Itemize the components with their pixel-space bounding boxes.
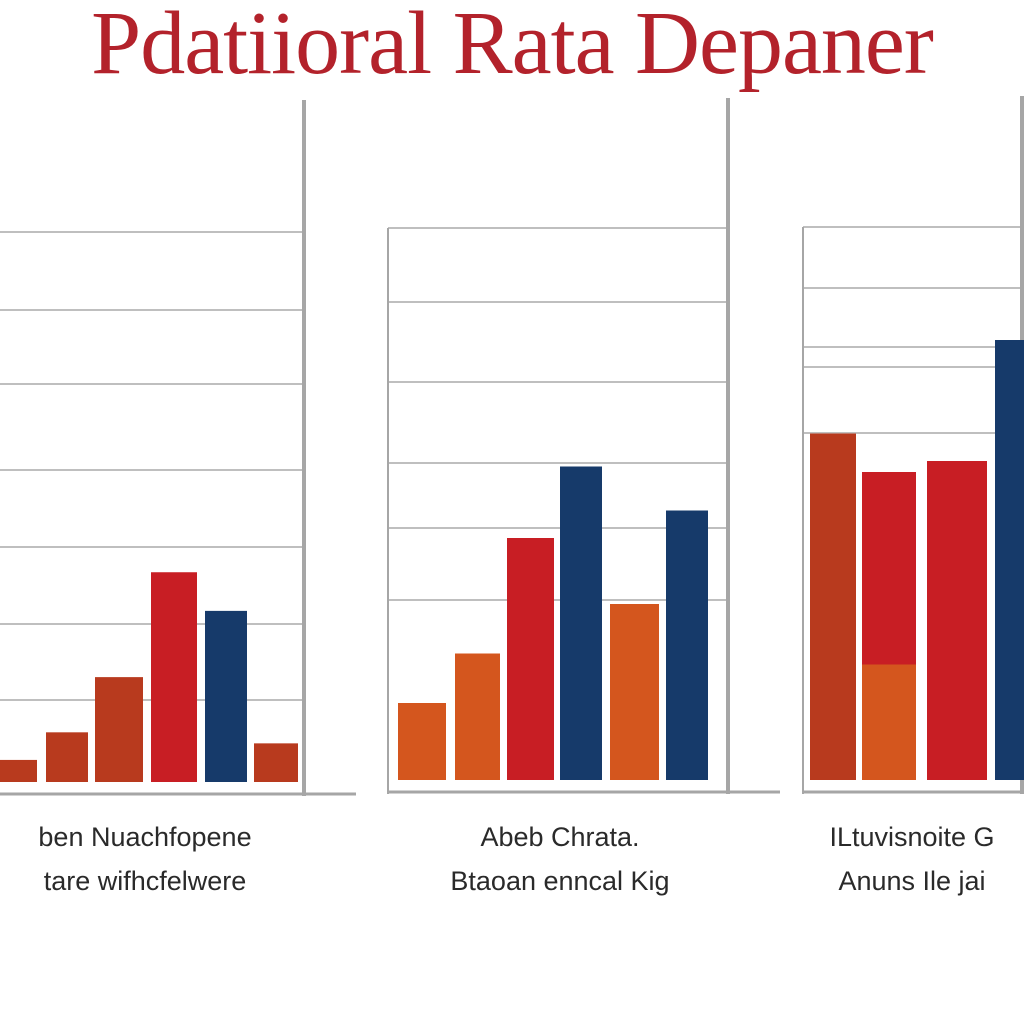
bar: [610, 604, 659, 780]
caption-line: Btaoan enncal Kig: [450, 866, 670, 896]
bar: [254, 743, 298, 782]
bar: [507, 538, 554, 780]
bar: [455, 653, 500, 780]
bar: [398, 703, 446, 780]
chart-caption-3: ILtuvisnoite G Anuns Ile jai: [800, 815, 1024, 903]
bar: [95, 677, 143, 782]
caption-line: Abeb Chrata.: [480, 822, 640, 852]
page-title: Pdatiioral Rata Depaner: [91, 0, 934, 93]
bar: [995, 340, 1024, 780]
bar: [0, 759, 37, 782]
bar: [666, 510, 708, 780]
bar: [862, 472, 916, 665]
bar: [560, 466, 602, 780]
caption-line: Anuns Ile jai: [838, 866, 986, 896]
bar: [151, 572, 197, 782]
bar: [927, 461, 987, 780]
bar: [810, 433, 856, 780]
caption-line: tare wifhcfelwere: [43, 866, 247, 896]
bar: [46, 732, 88, 782]
bar: [862, 664, 916, 780]
chart-caption-1: ben Nuachfopene tare wifhcfelwere: [0, 815, 290, 903]
bar: [205, 610, 247, 782]
chart-caption-2: Abeb Chrata. Btaoan enncal Kig: [395, 815, 725, 903]
caption-line: ILtuvisnoite G: [829, 822, 995, 852]
caption-line: ben Nuachfopene: [38, 822, 252, 852]
